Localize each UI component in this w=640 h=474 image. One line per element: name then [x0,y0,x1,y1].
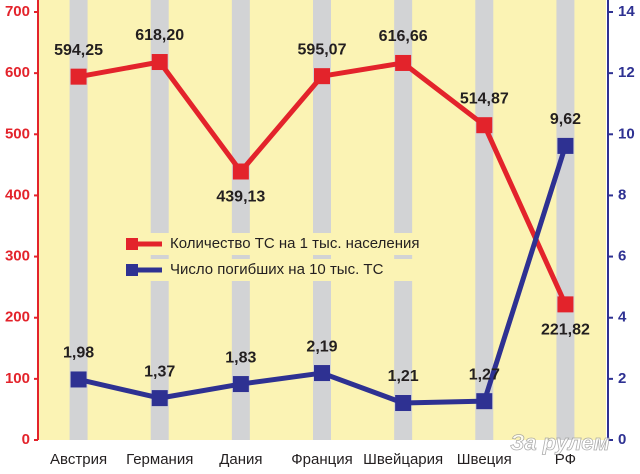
legend-label: Число погибших на 10 тыс. ТС [170,261,384,278]
y-tick-label: 700 [5,3,30,20]
y-tick-label: 100 [5,370,30,387]
point-marker [151,54,168,71]
point-marker [395,54,412,71]
point-marker [476,117,493,134]
watermark: За рулем [510,430,610,455]
y2-tick-label: 0 [618,431,626,448]
category-stripe [69,0,88,440]
point-marker [476,393,493,410]
y-tick-label: 0 [22,431,30,448]
y2-tick-label: 8 [618,186,626,203]
x-tick-label: РФ [555,451,576,468]
legend-background [118,233,448,255]
point-marker [314,68,330,85]
value-label: 439,13 [216,189,265,206]
value-label: 1,98 [63,345,94,362]
value-label: 1,21 [388,368,419,385]
y2-tick-label: 14 [618,3,635,20]
value-label: 595,07 [298,41,347,58]
category-stripe [231,0,250,440]
y-tick-label: 600 [5,64,30,81]
value-label: 2,19 [306,338,337,355]
x-tick-label: Австрия [50,451,107,468]
point-marker [70,68,87,85]
value-label: 1,37 [144,363,175,380]
x-tick-label: Швеция [457,451,512,468]
legend-marker [126,238,138,250]
value-label: 514,87 [460,90,509,107]
x-tick-label: Дания [219,451,262,468]
y2-tick-label: 6 [618,248,626,265]
point-marker [314,365,330,382]
point-marker [232,376,249,393]
y-tick-label: 300 [5,248,30,265]
point-marker [557,137,574,154]
x-tick-label: Германия [126,451,193,468]
y2-tick-label: 4 [618,309,627,326]
y2-tick-label: 10 [618,125,635,142]
point-marker [70,371,87,388]
value-label: 9,62 [550,111,581,128]
x-tick-label: Швейцария [363,451,443,468]
category-stripe [556,0,575,440]
legend-marker [126,264,138,276]
point-marker [557,296,574,313]
category-stripe [475,0,494,440]
value-label: 1,83 [225,349,256,366]
category-stripe [313,0,331,440]
point-marker [232,163,249,180]
y-tick-label: 400 [5,186,30,203]
legend-label: Количество ТС на 1 тыс. населения [170,235,420,252]
y-tick-label: 500 [5,125,30,142]
legend-background [118,259,448,281]
y-tick-label: 200 [5,309,30,326]
point-marker [151,390,168,407]
value-label: 616,66 [379,28,428,45]
value-label: 618,20 [135,27,184,44]
y2-tick-label: 12 [618,64,635,81]
category-stripe [150,0,169,440]
point-marker [395,395,412,412]
value-label: 594,25 [54,42,103,59]
y2-tick-label: 2 [618,370,626,387]
category-stripe [394,0,413,440]
x-tick-label: Франция [291,451,352,468]
value-label: 1,27 [469,366,500,383]
value-label: 221,82 [541,322,590,339]
